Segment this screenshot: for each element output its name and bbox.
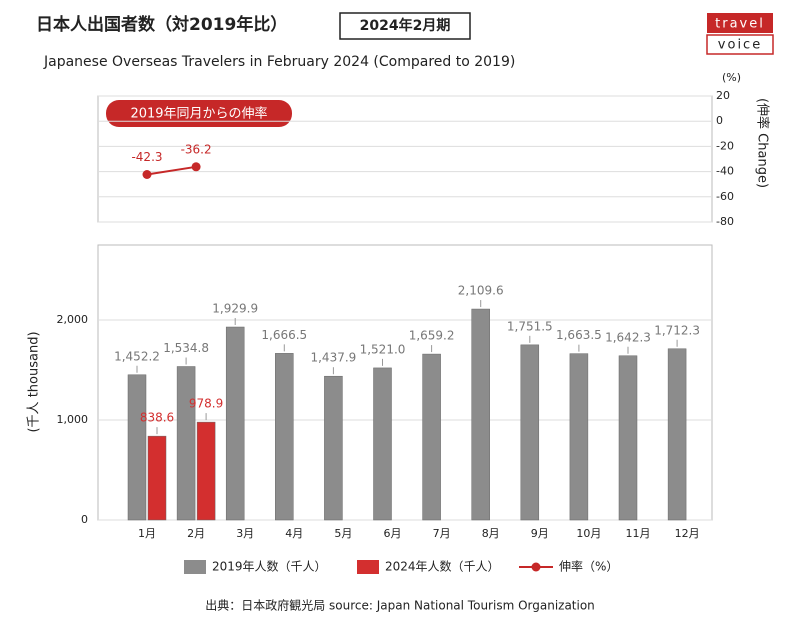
- y2-tick-label: 0: [716, 114, 723, 127]
- y2-tick-label: -40: [716, 165, 734, 178]
- y-tick-label: 2,000: [57, 313, 89, 326]
- bar: [275, 353, 294, 521]
- data-label: 1,712.3: [654, 323, 700, 337]
- x-tick-label: 4月: [285, 527, 303, 540]
- data-label: 1,642.3: [605, 330, 651, 344]
- subtitle: Japanese Overseas Travelers in February …: [43, 54, 515, 70]
- annotation-badge: [106, 100, 292, 127]
- bar: [618, 355, 638, 521]
- legend-swatch: [184, 560, 206, 574]
- brand-text: voice: [718, 38, 762, 53]
- bar: [422, 353, 441, 521]
- data-label: 838.6: [140, 411, 174, 425]
- y-tick-label: 0: [81, 513, 88, 526]
- bar: [373, 367, 392, 521]
- bar: [324, 375, 343, 521]
- period-label: 2024年2月期: [360, 17, 451, 34]
- rate-line: [146, 165, 197, 176]
- brand-text: travel: [715, 17, 765, 32]
- x-tick-label: 6月: [384, 527, 402, 540]
- rate-point: [142, 169, 152, 179]
- data-label: 1,452.2: [114, 349, 160, 363]
- y-axis-label: (千人 thousand): [27, 331, 42, 432]
- legend-swatch: [357, 560, 379, 574]
- data-label: 1,534.8: [163, 341, 209, 355]
- x-tick-label: 8月: [482, 527, 500, 540]
- annotation: 2019年同月からの伸率: [130, 106, 267, 122]
- bar: [147, 435, 167, 521]
- chart-title: 日本人出国者数（対2019年比）: [36, 14, 287, 35]
- rate-point: [191, 162, 201, 172]
- bar: [471, 308, 490, 521]
- legend-label: 2024年人数（千人）: [385, 559, 500, 574]
- y-tick-label: 1,000: [57, 413, 89, 426]
- y2-axis-label: (伸率 Change): [755, 98, 771, 188]
- y2-tick-label: -20: [716, 139, 734, 152]
- brand-top: [707, 13, 773, 33]
- period-box: [339, 12, 471, 40]
- x-tick-label: 9月: [531, 527, 549, 540]
- data-label: -42.3: [131, 150, 162, 164]
- x-tick-label: 10月: [576, 527, 601, 540]
- x-tick-label: 2月: [187, 527, 205, 540]
- bar: [176, 366, 196, 521]
- legend-label: 2019年人数（千人）: [212, 559, 327, 574]
- legend-label: 伸率（%）: [559, 559, 618, 574]
- data-label: 1,751.5: [507, 319, 553, 333]
- data-label: 1,437.9: [310, 351, 356, 365]
- x-tick-label: 11月: [626, 527, 651, 540]
- x-tick-label: 3月: [236, 527, 254, 540]
- bar: [569, 353, 589, 521]
- data-label: 1,929.9: [212, 302, 258, 316]
- brand-bottom: [706, 34, 774, 55]
- data-label: 1,659.2: [409, 329, 455, 343]
- bar: [196, 421, 216, 521]
- x-tick-label: 1月: [138, 527, 156, 540]
- data-label: 978.9: [189, 397, 223, 411]
- bar: [520, 344, 540, 521]
- data-label: 1,663.5: [556, 328, 602, 342]
- x-tick-label: 12月: [675, 527, 700, 540]
- data-label: 1,521.0: [360, 342, 406, 356]
- bar: [127, 374, 147, 521]
- x-tick-label: 5月: [334, 527, 352, 540]
- y2-tick-label: 20: [716, 89, 730, 102]
- y2-tick-label: -80: [716, 215, 734, 228]
- bar: [667, 348, 687, 521]
- legend-marker: [531, 562, 541, 572]
- y2-unit: (%): [722, 71, 741, 84]
- y2-tick-label: -60: [716, 190, 734, 203]
- data-label: -36.2: [181, 142, 212, 156]
- bar: [225, 326, 245, 521]
- source: 出典：日本政府観光局 source: Japan National Touris…: [205, 598, 595, 613]
- data-label: 2,109.6: [458, 284, 504, 298]
- data-label: 1,666.5: [261, 328, 307, 342]
- x-tick-label: 7月: [433, 527, 451, 540]
